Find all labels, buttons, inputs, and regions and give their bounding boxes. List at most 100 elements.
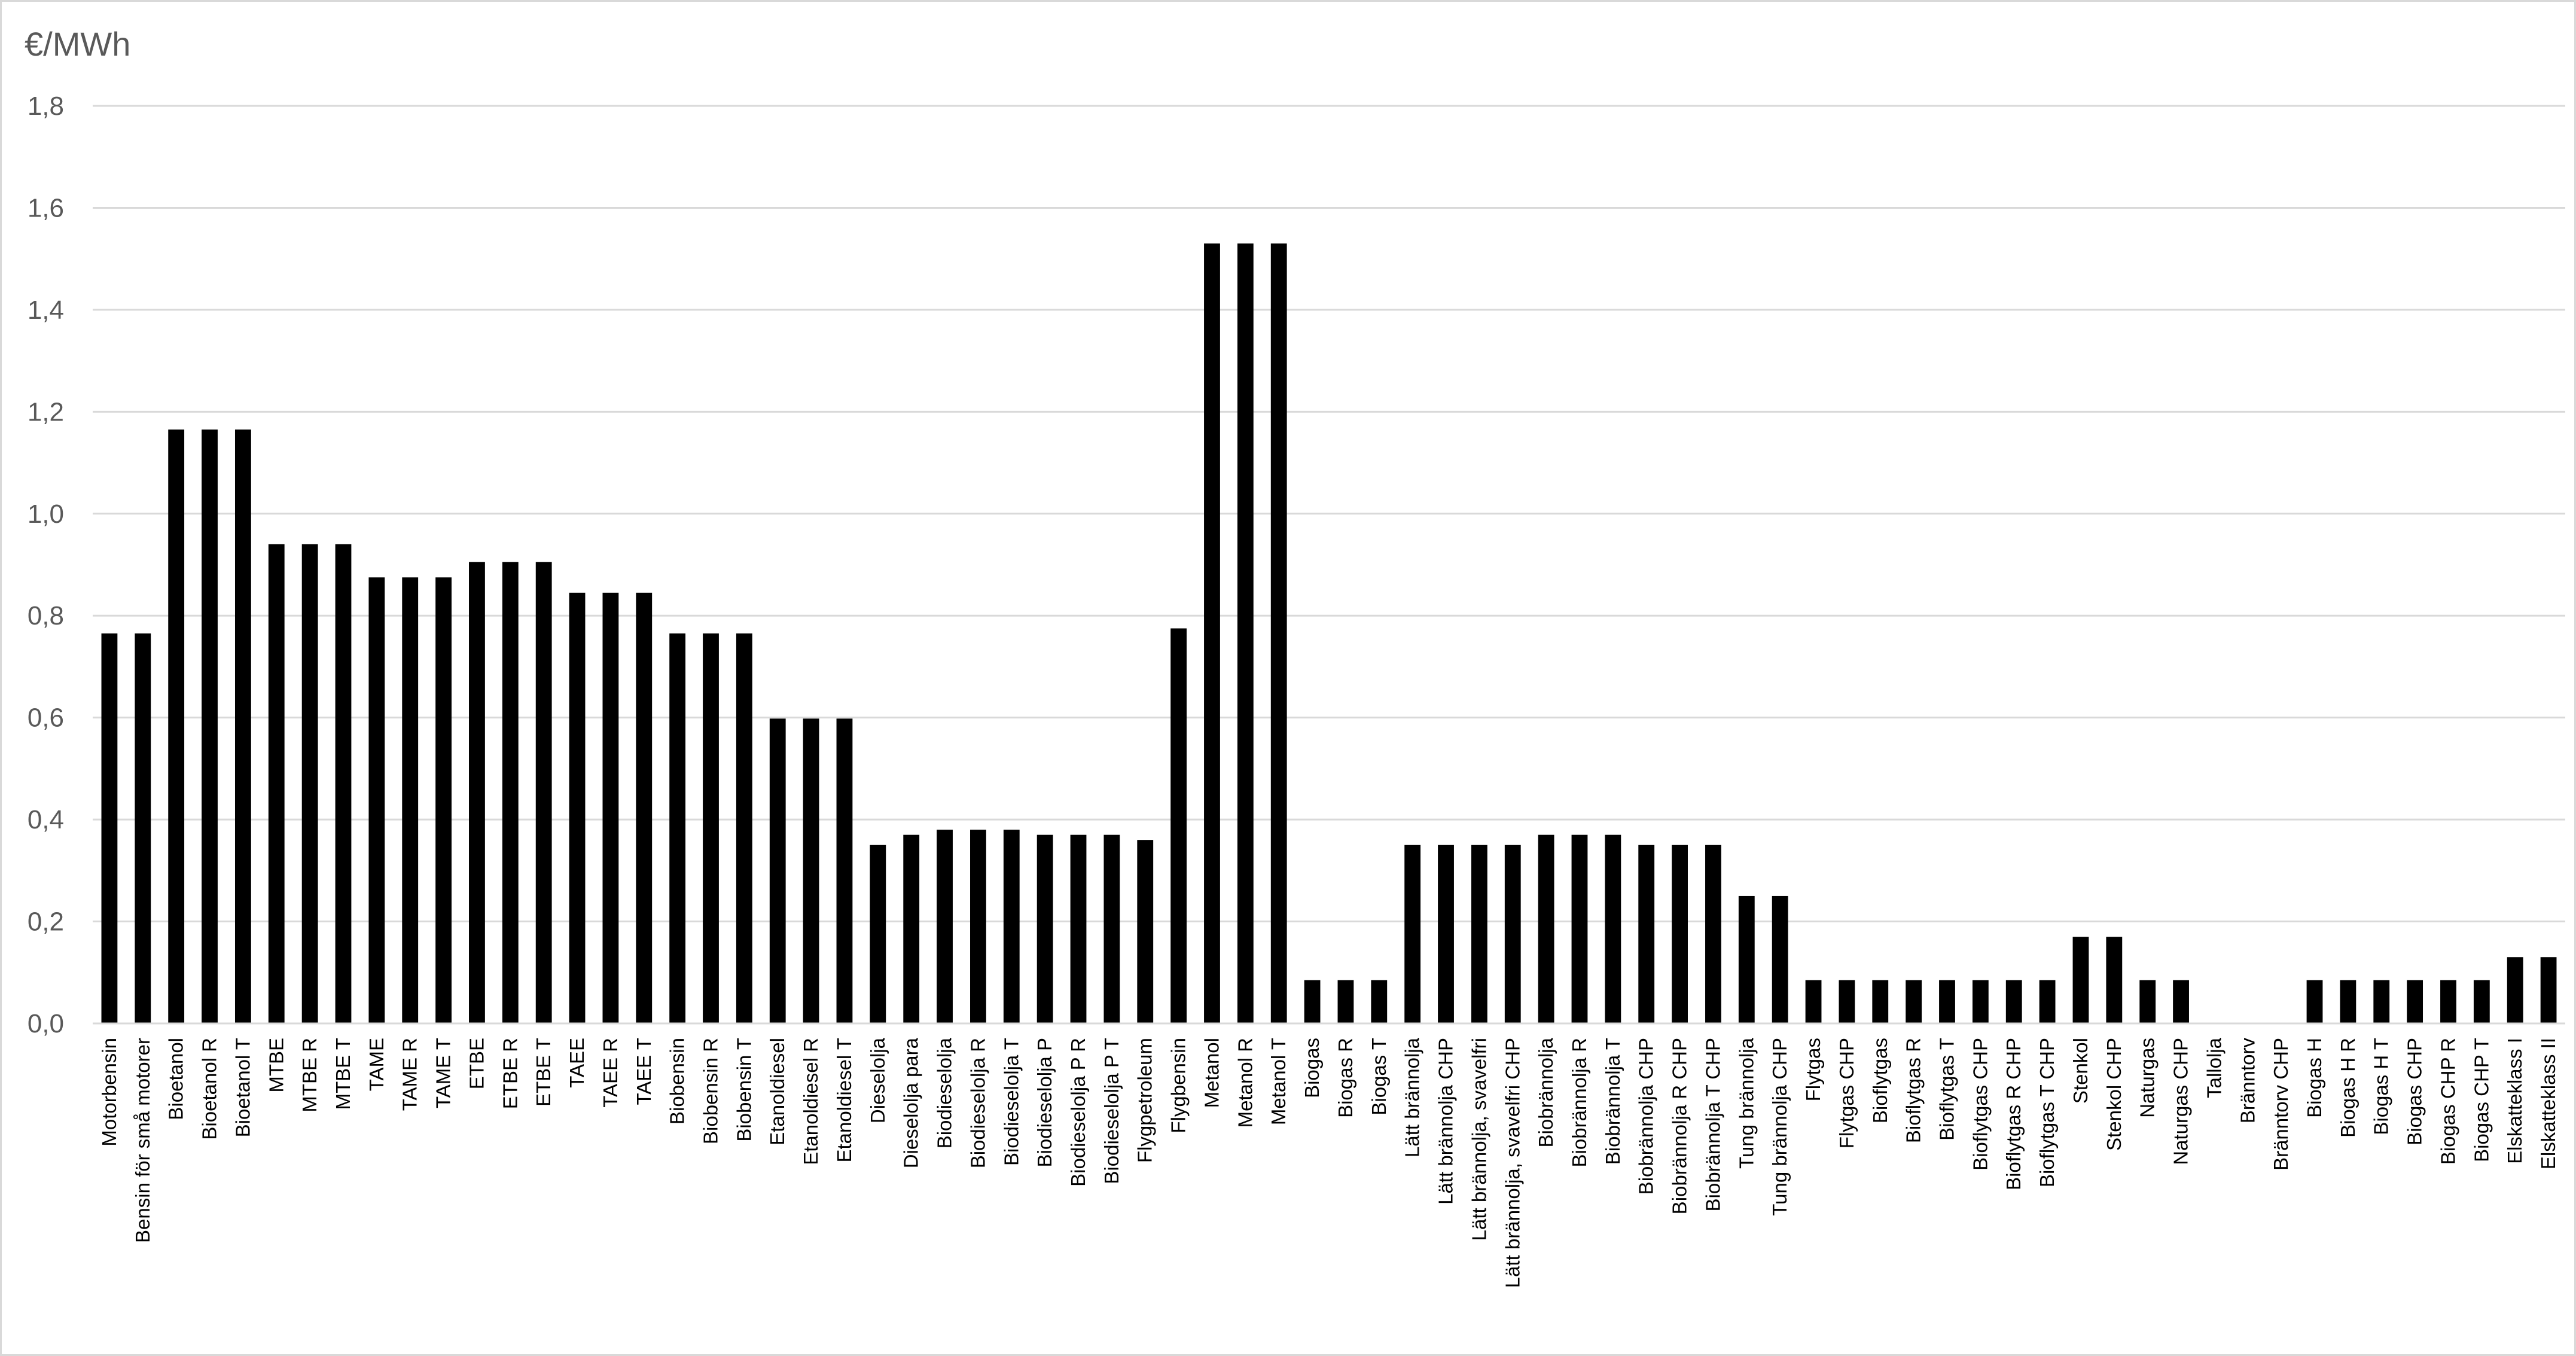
- x-tick-label: ETBE R: [499, 1038, 521, 1109]
- x-tick-label: Dieselolja: [867, 1037, 889, 1123]
- bar: [135, 633, 151, 1023]
- bar: [2507, 957, 2523, 1023]
- x-tick-label: Biobrännolja R: [1568, 1038, 1590, 1167]
- x-tick-label: MTBE: [265, 1038, 287, 1093]
- bar: [268, 544, 285, 1023]
- bar: [1906, 980, 1922, 1023]
- bar: [234, 429, 251, 1023]
- bar: [2473, 980, 2490, 1023]
- x-tick-label: TAME R: [399, 1038, 421, 1111]
- x-tick-label: Biobensin T: [733, 1038, 755, 1142]
- bar: [703, 633, 719, 1023]
- x-tick-label: TAME: [365, 1038, 388, 1091]
- x-tick-label: Biogas CHP T: [2470, 1038, 2492, 1162]
- x-tick-label: Dieselolja para: [900, 1037, 922, 1168]
- x-tick-label: Lätt brännolja, svavelfri CHP: [1501, 1038, 1523, 1288]
- y-axis-ticks: 0,0 0,2 0,4 0,6 0,8 1,0 1,2 1,4 1,6 1,8: [28, 92, 64, 1038]
- x-tick-label: Bioetanol R: [199, 1038, 221, 1140]
- bar: [1839, 980, 1855, 1023]
- bar: [769, 718, 786, 1023]
- x-tick-label: MTBE R: [298, 1038, 321, 1113]
- x-tick-label: Bränntorv CHP: [2270, 1038, 2292, 1171]
- bar: [2173, 980, 2189, 1023]
- bar: [1137, 840, 1154, 1023]
- x-tick-label: Naturgas: [2136, 1038, 2159, 1118]
- x-tick-label: Stenkol: [2069, 1038, 2092, 1104]
- bar: [1471, 845, 1487, 1023]
- bar: [803, 718, 819, 1023]
- bar: [736, 633, 752, 1023]
- bar: [1638, 845, 1655, 1023]
- x-tick-label: Bioflytgas T: [1936, 1038, 1958, 1141]
- bar: [636, 592, 653, 1023]
- x-tick-label: Metanol T: [1267, 1038, 1289, 1125]
- x-tick-label: Stenkol CHP: [2103, 1038, 2125, 1151]
- bar: [2373, 980, 2390, 1023]
- x-tick-label: MTBE T: [332, 1038, 354, 1110]
- y-tick-label: 0,4: [28, 805, 64, 834]
- bar: [937, 830, 953, 1023]
- bar: [335, 544, 352, 1023]
- bar: [2005, 980, 2022, 1023]
- bar: [2139, 980, 2156, 1023]
- bar: [101, 633, 118, 1023]
- bar: [1438, 845, 1454, 1023]
- y-tick-label: 1,2: [28, 397, 64, 426]
- x-tick-label: Biogas CHP R: [2437, 1038, 2459, 1165]
- x-tick-label: Biobensin R: [700, 1038, 722, 1144]
- y-axis-unit-label: €/MWh: [25, 25, 131, 63]
- bar: [502, 562, 519, 1023]
- bar: [1103, 834, 1120, 1023]
- x-tick-label: Flygpetroleum: [1134, 1038, 1156, 1163]
- x-tick-label: Naturgas CHP: [2170, 1038, 2192, 1165]
- x-tick-label: TAME T: [432, 1038, 455, 1108]
- x-tick-label: Biobrännolja R CHP: [1669, 1038, 1691, 1214]
- bar: [1738, 895, 1755, 1023]
- x-tick-label: Biogas H R: [2337, 1038, 2359, 1138]
- x-tick-label: Biodieselolja R: [967, 1038, 989, 1168]
- x-tick-label: Biobrännolja: [1535, 1037, 1557, 1147]
- x-tick-label: Biogas R: [1334, 1038, 1356, 1118]
- y-tick-label: 1,8: [28, 92, 64, 121]
- bar: [569, 592, 586, 1023]
- x-tick-label: TAEE: [566, 1038, 588, 1088]
- x-tick-label: Bioflytgas CHP: [1969, 1038, 1991, 1171]
- x-tick-label: Biodieselolja P R: [1067, 1038, 1089, 1187]
- bar: [1939, 980, 1955, 1023]
- x-tick-label: Flytgas CHP: [1836, 1038, 1858, 1148]
- bar: [2106, 937, 2123, 1023]
- bar: [435, 577, 452, 1023]
- x-tick-label: Biogas H: [2303, 1038, 2325, 1118]
- bar: [2540, 957, 2557, 1023]
- bar: [1672, 845, 1688, 1023]
- x-tick-label: Bioflytgas: [1869, 1038, 1891, 1123]
- x-tick-label: Motorbensin: [98, 1038, 120, 1147]
- bar: [870, 845, 886, 1023]
- x-tick-label: Tallolja: [2203, 1037, 2225, 1098]
- bar: [535, 562, 552, 1023]
- x-tick-label: Metanol R: [1234, 1038, 1256, 1128]
- bar: [1237, 243, 1254, 1024]
- bar: [1204, 243, 1220, 1024]
- x-tick-label: Biodieselolja: [934, 1037, 956, 1148]
- bar: [202, 429, 218, 1023]
- bar: [1003, 830, 1020, 1023]
- x-tick-label: Biobrännolja T: [1602, 1038, 1624, 1165]
- x-tick-label: Tung brännolja: [1735, 1037, 1757, 1169]
- x-tick-label: Bioflytgas R CHP: [2002, 1038, 2025, 1190]
- bar: [1337, 980, 1354, 1023]
- bar: [1772, 895, 1788, 1023]
- bar: [1070, 834, 1087, 1023]
- x-tick-label: Bioflytgas R: [1903, 1038, 1925, 1143]
- bar: [1037, 834, 1053, 1023]
- x-tick-label: Biodieselolja P: [1034, 1038, 1056, 1167]
- bar: [1571, 834, 1588, 1023]
- bar: [836, 718, 853, 1023]
- x-tick-label: Biobrännolja CHP: [1635, 1038, 1657, 1195]
- bar: [2440, 980, 2456, 1023]
- x-tick-label: Biogas H T: [2370, 1038, 2392, 1135]
- x-tick-label: Lätt brännolja: [1401, 1037, 1423, 1157]
- x-tick-label: Biogas: [1301, 1038, 1323, 1098]
- x-tick-label: Lätt brännolja, svavelfri: [1468, 1038, 1490, 1241]
